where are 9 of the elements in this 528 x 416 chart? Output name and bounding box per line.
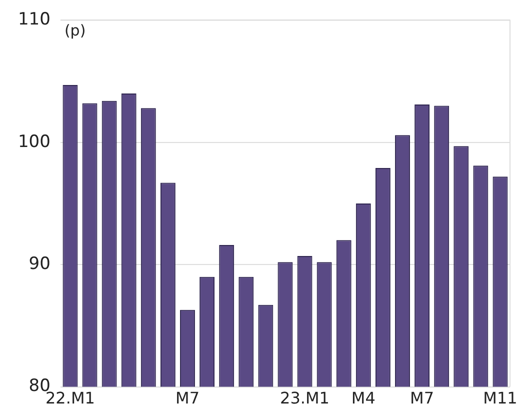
y-tick-label: 90: [28, 254, 50, 274]
x-tick-label: M4: [351, 388, 376, 408]
y-axis-title: (p): [64, 22, 86, 40]
x-tick-label: M7: [176, 388, 200, 408]
x-tick-label: M11: [483, 388, 518, 408]
y-tick-label: 100: [18, 132, 50, 152]
x-tick-label: M7: [410, 388, 434, 408]
y-tick-label: 110: [18, 10, 50, 30]
x-tick-label: 23.M1: [280, 388, 330, 408]
